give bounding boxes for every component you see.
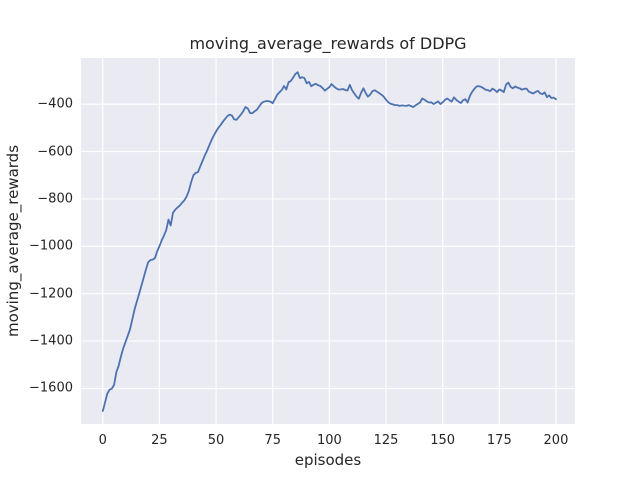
x-tick-label: 100 xyxy=(316,433,342,448)
y-tick-label: −1000 xyxy=(29,238,73,254)
x-axis-label: episodes xyxy=(294,451,362,469)
x-tick-label: 50 xyxy=(207,433,225,448)
y-axis-label: moving_average_rewards xyxy=(4,144,22,338)
y-tick-label: −600 xyxy=(37,144,73,160)
x-tick-label: 200 xyxy=(543,433,569,448)
x-tick-label: 0 xyxy=(98,433,107,448)
y-tick-label: −800 xyxy=(37,191,73,207)
plot-background xyxy=(81,58,575,424)
y-tick-label: −1600 xyxy=(29,380,73,396)
x-tick-label: 25 xyxy=(151,433,168,448)
reward-line xyxy=(101,71,557,412)
x-tick-label: 175 xyxy=(486,433,512,448)
x-tick-label: 150 xyxy=(430,433,456,448)
chart-title: moving_average_rewards of DDPG xyxy=(189,34,467,53)
x-tick-label: 125 xyxy=(373,433,399,448)
y-tick-label: −1400 xyxy=(29,333,73,349)
x-tick-label: 75 xyxy=(264,433,281,448)
y-tick-label: −1200 xyxy=(29,286,73,302)
y-tick-label: −400 xyxy=(37,96,73,112)
